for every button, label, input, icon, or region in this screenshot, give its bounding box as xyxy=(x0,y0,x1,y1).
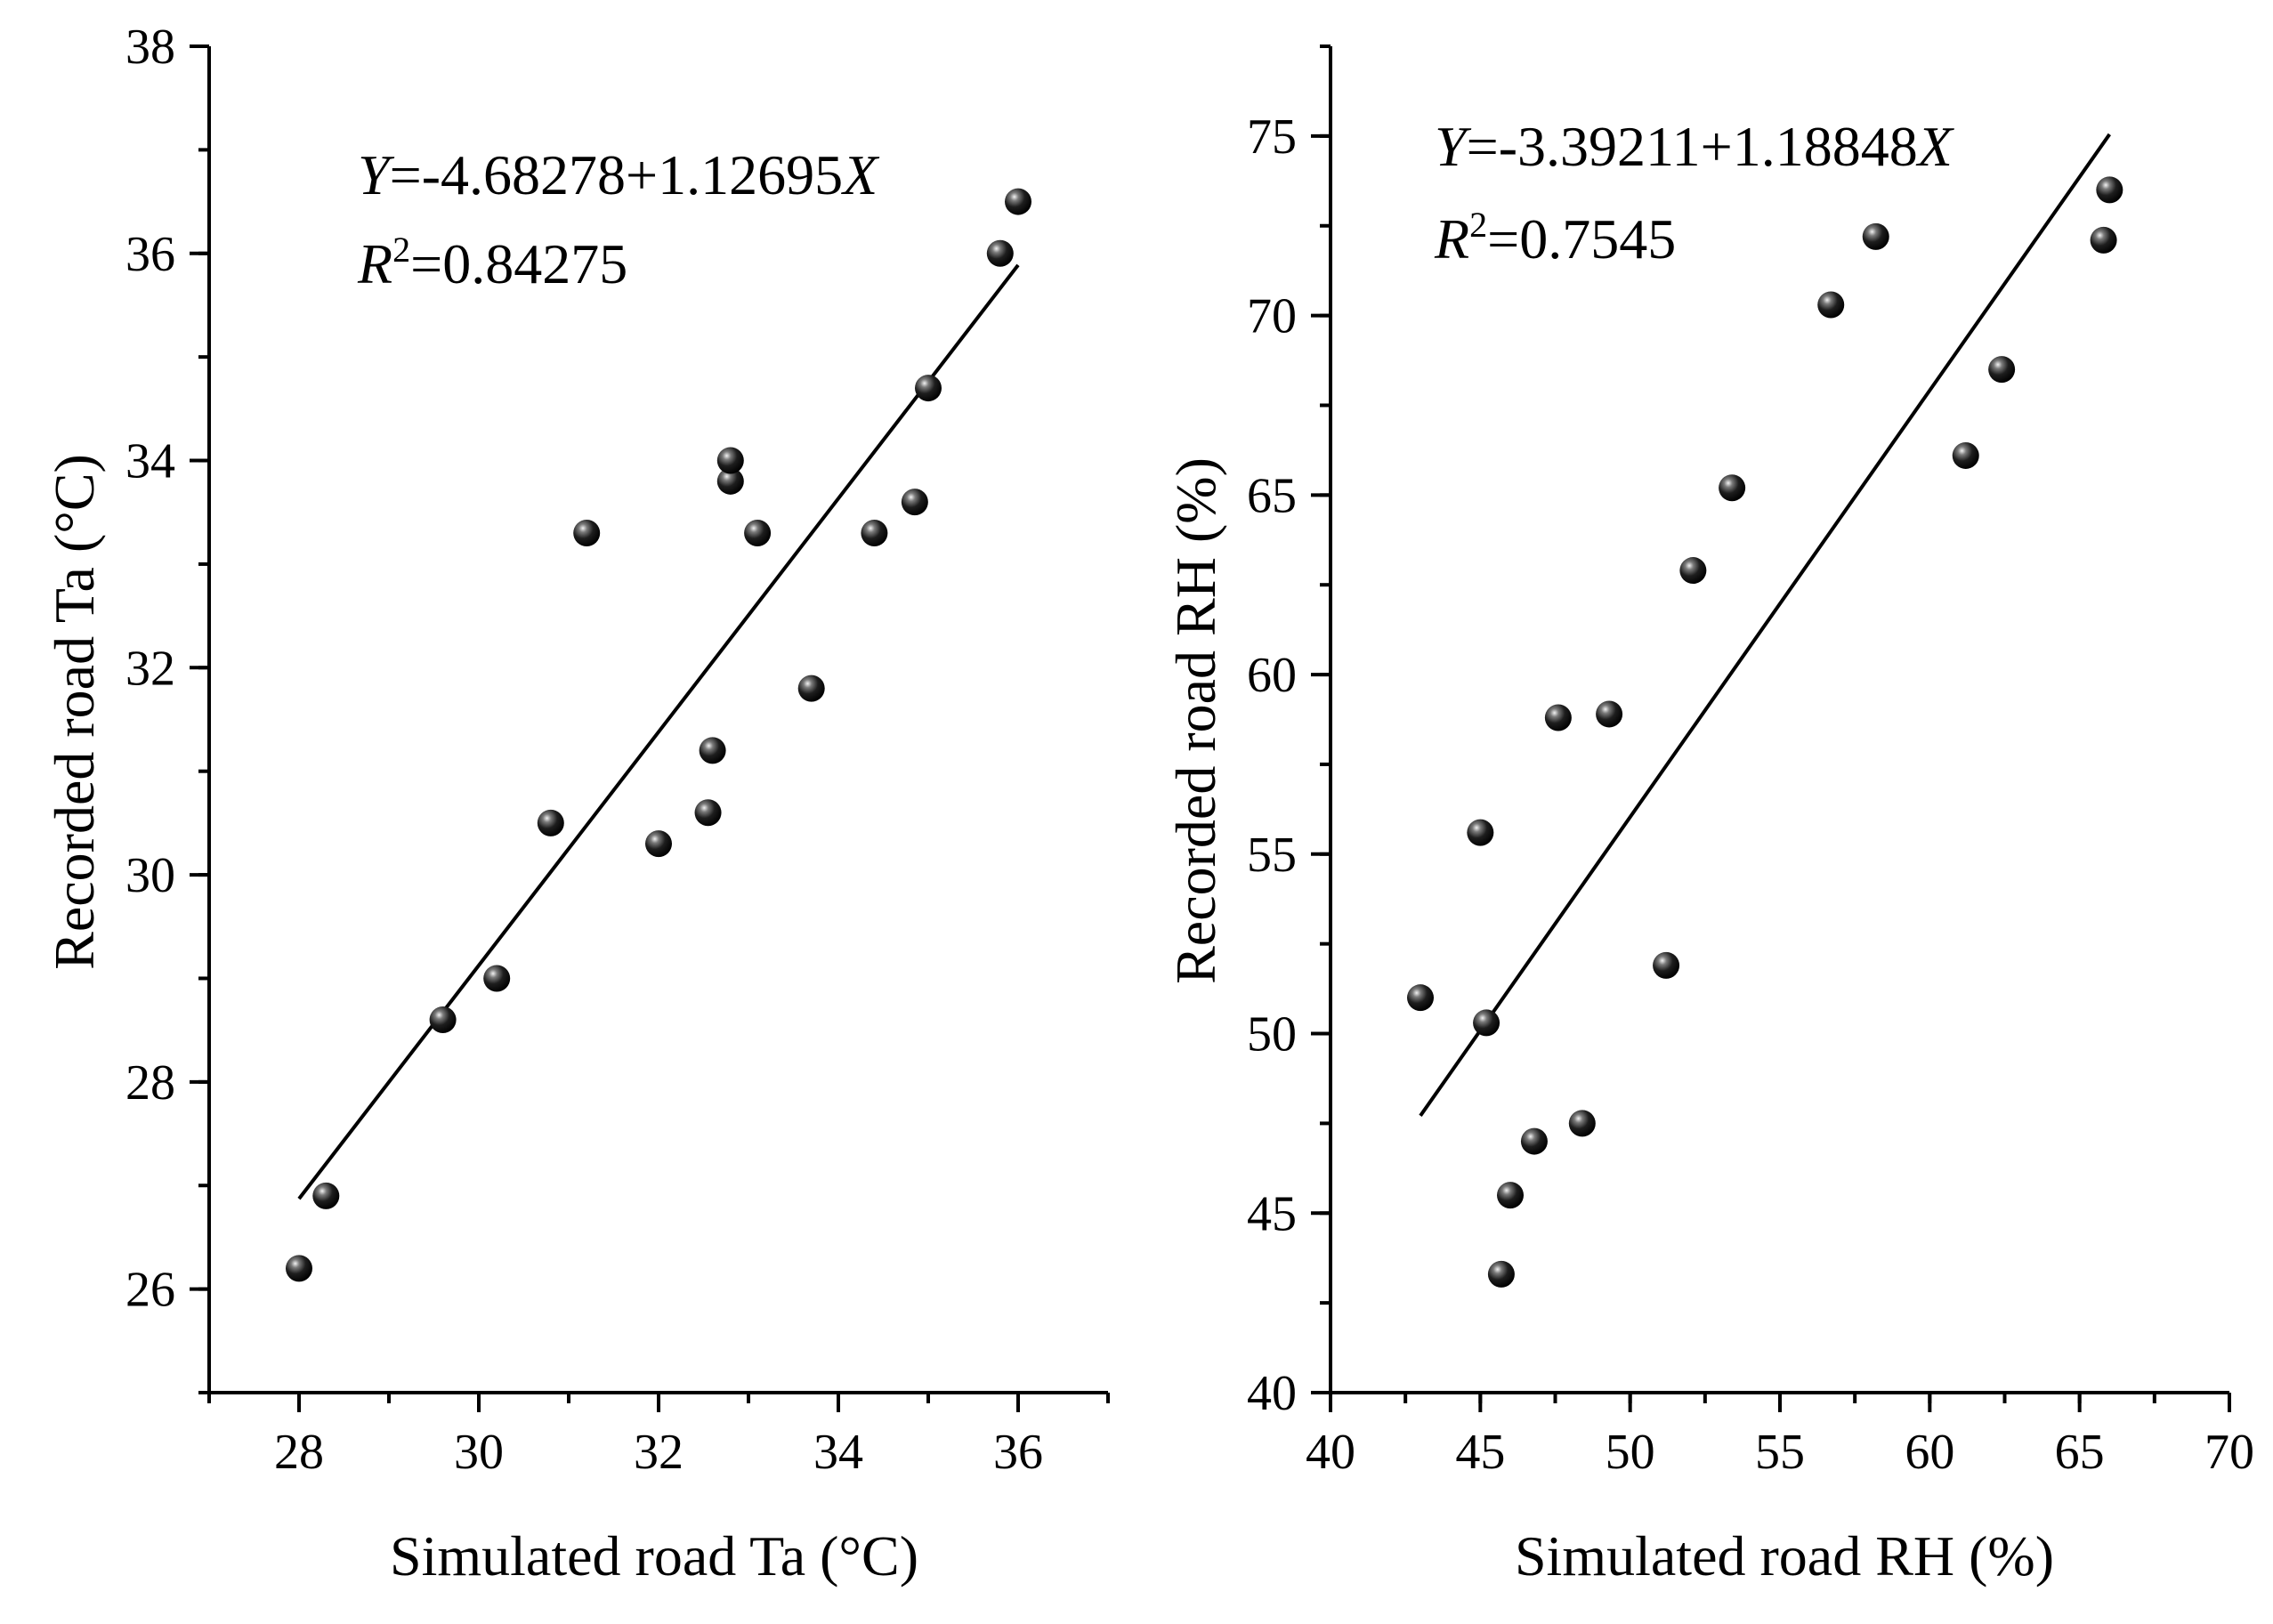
right-data-point xyxy=(1568,1110,1596,1137)
right-data-point xyxy=(1988,356,2016,384)
right-points xyxy=(1407,176,2123,1288)
right-fit-line xyxy=(1419,133,2111,1117)
left-fit-equation: Y=-4.68278+1.12695X xyxy=(358,143,880,206)
right-r-sup: 2 xyxy=(1469,205,1487,245)
panel-left-ta: 28 30 32 34 36 26 28 30 32 34 36 38 Simulated road … xyxy=(43,20,1110,1588)
right-data-point xyxy=(1473,1009,1501,1037)
left-data-point xyxy=(716,447,744,474)
left-data-point xyxy=(901,489,928,516)
right-data-point xyxy=(2096,176,2123,204)
left-y-tick-label: 38 xyxy=(125,20,175,75)
right-regression-line xyxy=(1419,133,2111,1117)
right-data-point xyxy=(1497,1182,1524,1209)
right-data-point xyxy=(1487,1260,1515,1288)
right-y-tick-label: 70 xyxy=(1247,289,1297,344)
left-x-tick-label: 34 xyxy=(813,1425,863,1480)
left-y-tick-label: 32 xyxy=(125,641,175,696)
left-data-point xyxy=(312,1182,340,1209)
right-x-tick-label: 45 xyxy=(1455,1425,1505,1480)
left-x-tick-label: 32 xyxy=(634,1425,684,1480)
left-y-tick-label: 30 xyxy=(125,848,175,903)
right-r-value: =0.7545 xyxy=(1487,207,1676,271)
left-fit-line xyxy=(297,263,1020,1200)
left-x-axis-title: Simulated road Ta (°C) xyxy=(390,1524,918,1588)
right-eq-y-var: Y xyxy=(1435,115,1472,178)
right-data-point xyxy=(1862,222,1889,250)
left-data-point xyxy=(694,799,722,827)
right-r-squared: R2=0.7545 xyxy=(1434,205,1676,271)
right-data-point xyxy=(1520,1127,1548,1155)
right-data-point xyxy=(1467,819,1494,846)
right-x-tick-label: 55 xyxy=(1755,1425,1805,1480)
left-r-var: R xyxy=(357,232,392,295)
left-data-point xyxy=(861,520,888,547)
right-y-tick-label: 50 xyxy=(1247,1007,1297,1062)
left-data-point xyxy=(429,1006,457,1034)
right-y-tick-label: 55 xyxy=(1247,828,1297,883)
left-r-value: =0.84275 xyxy=(410,232,627,295)
left-y-tick-label: 26 xyxy=(125,1263,175,1318)
left-data-point xyxy=(699,737,726,764)
right-y-tick-label: 75 xyxy=(1247,109,1297,165)
left-eq-x-var: X xyxy=(840,143,880,206)
left-data-point xyxy=(573,520,601,547)
right-y-tick-label: 40 xyxy=(1247,1366,1297,1421)
left-axes xyxy=(207,46,1108,1394)
right-data-point xyxy=(1679,557,1707,585)
right-data-point xyxy=(1952,441,1979,469)
left-data-point xyxy=(716,467,744,495)
right-x-axis-title: Simulated road RH (%) xyxy=(1515,1524,2054,1588)
left-y-tick-label: 34 xyxy=(125,434,175,489)
left-data-point xyxy=(645,830,672,858)
left-data-point xyxy=(744,520,772,547)
right-x-tick-label: 50 xyxy=(1606,1425,1655,1480)
right-y-axis-title: Recorded road RH (%) xyxy=(1164,457,1227,984)
left-x-tick-label: 36 xyxy=(993,1425,1043,1480)
right-data-point xyxy=(1544,704,1572,731)
right-data-point xyxy=(2090,226,2117,254)
left-ticks: 28 30 32 34 36 26 28 30 32 34 36 38 xyxy=(125,20,1110,1480)
right-x-tick-label: 70 xyxy=(2204,1425,2254,1480)
left-y-axis-title: Recorded road Ta (°C) xyxy=(43,454,106,970)
left-data-point xyxy=(1005,188,1031,215)
left-data-point xyxy=(483,965,511,992)
left-regression-line xyxy=(297,263,1020,1200)
right-fit-equation: Y=-3.39211+1.18848X xyxy=(1435,115,1955,178)
right-x-tick-label: 40 xyxy=(1306,1425,1355,1480)
left-x-tick-label: 30 xyxy=(454,1425,504,1480)
right-data-point xyxy=(1653,951,1680,979)
left-points xyxy=(286,188,1031,1282)
right-eq-body: =-3.39211+1.18848 xyxy=(1467,115,1918,178)
left-y-tick-label: 28 xyxy=(125,1055,175,1111)
right-data-point xyxy=(1407,984,1434,1012)
left-data-point xyxy=(537,809,564,836)
right-x-tick-label: 65 xyxy=(2055,1425,2105,1480)
left-y-tick-label: 36 xyxy=(125,227,175,282)
left-eq-y-var: Y xyxy=(358,143,395,206)
right-r-var: R xyxy=(1434,207,1469,271)
left-r-sup: 2 xyxy=(392,230,410,270)
left-data-point xyxy=(797,675,825,702)
right-eq-x-var: X xyxy=(1915,115,1955,178)
right-x-tick-label: 60 xyxy=(1905,1425,1954,1480)
right-data-point xyxy=(1719,474,1746,502)
left-data-point xyxy=(286,1255,312,1282)
right-y-tick-label: 60 xyxy=(1247,648,1297,703)
right-y-tick-label: 65 xyxy=(1247,468,1297,523)
left-data-point xyxy=(986,239,1014,267)
left-data-point xyxy=(915,375,942,402)
left-x-tick-label: 28 xyxy=(274,1425,324,1480)
right-y-tick-label: 45 xyxy=(1247,1186,1297,1241)
panel-right-rh: 40 45 50 55 60 65 70 40 45 50 55 60 65 70 75 Simulated… xyxy=(1164,44,2254,1588)
left-eq-body: =-4.68278+1.12695 xyxy=(390,143,844,206)
right-data-point xyxy=(1596,700,1623,728)
right-data-point xyxy=(1817,291,1845,319)
right-ticks: 40 45 50 55 60 65 70 40 45 50 55 60 65 70 75 xyxy=(1247,44,2254,1480)
left-r-squared: R2=0.84275 xyxy=(357,230,627,295)
